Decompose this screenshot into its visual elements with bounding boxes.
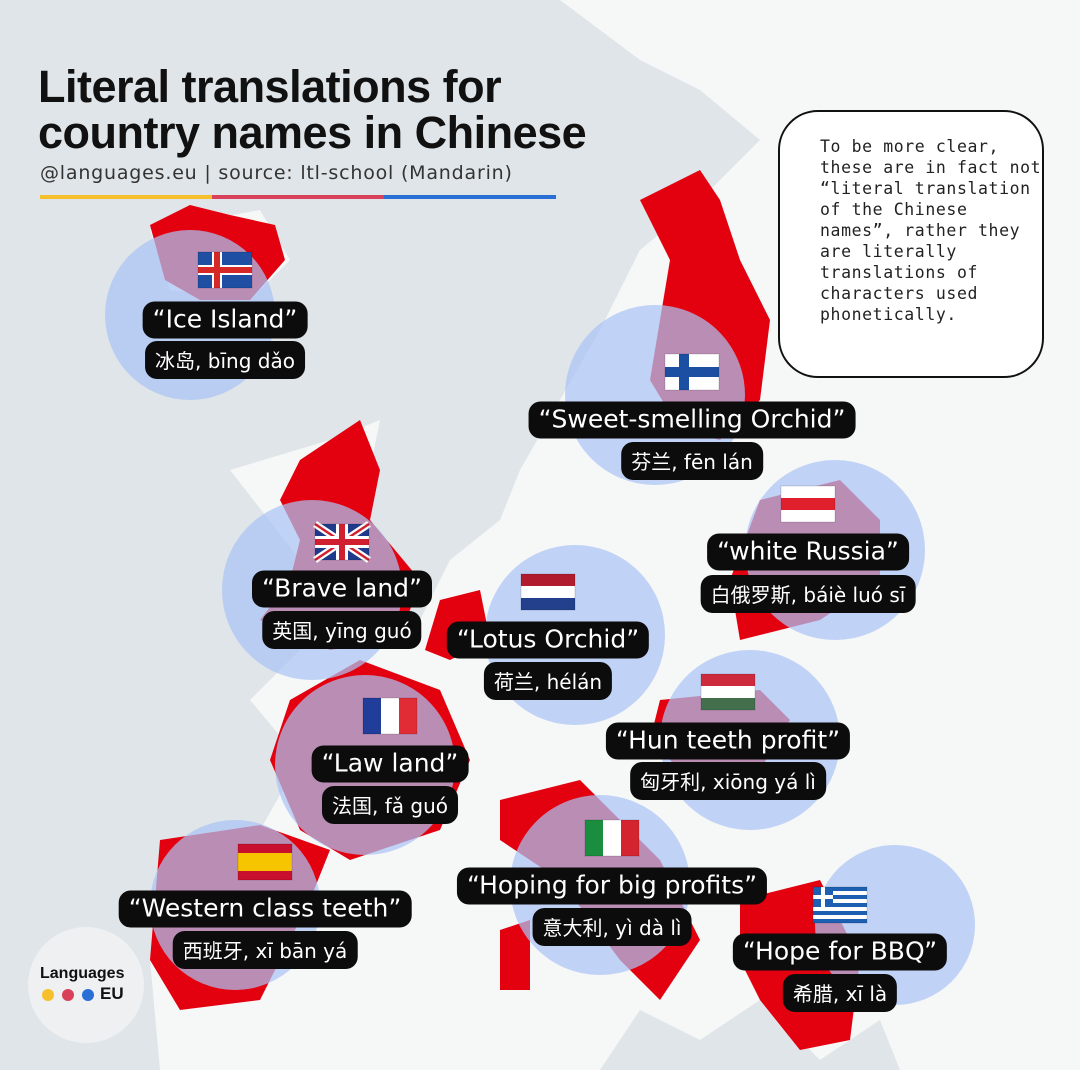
chinese-label: 英国, yīng guó	[262, 611, 422, 649]
english-label: “white Russia”	[707, 533, 909, 571]
chinese-label: 冰岛, bīng dǎo	[145, 341, 305, 379]
chinese-label: 荷兰, hélán	[483, 662, 613, 700]
flag-part	[603, 820, 621, 856]
flag-part	[781, 498, 835, 510]
flag-part	[813, 899, 867, 903]
flag-part	[238, 853, 292, 871]
flag	[313, 521, 371, 563]
flag-part	[813, 915, 867, 919]
flag-part	[701, 686, 755, 698]
logo-dot	[62, 989, 74, 1001]
flag-part	[621, 820, 639, 856]
english-label: “Brave land”	[252, 570, 432, 608]
flag-part	[781, 486, 835, 498]
english-label: “Ice Island”	[142, 301, 308, 339]
flag-part	[701, 674, 755, 686]
flag-part	[813, 895, 867, 899]
flag-frame	[362, 697, 418, 735]
english-label: “Western class teeth”	[118, 890, 412, 928]
flag-part	[198, 267, 252, 273]
flag-frame	[780, 485, 836, 523]
flag-part	[521, 598, 575, 610]
flag-part	[813, 919, 867, 923]
flag-frame	[237, 843, 293, 881]
flag	[237, 843, 293, 881]
chinese-label: 匈牙利, xiōng yá lì	[630, 762, 826, 800]
flag-frame	[812, 886, 868, 924]
flag-part	[813, 895, 833, 899]
chinese-label: 法国, fǎ guó	[322, 786, 458, 824]
flag	[362, 697, 418, 735]
subtitle: @languages.eu | source: ltl-school (Mand…	[40, 162, 513, 184]
english-label: “Hun teeth profit”	[605, 722, 851, 760]
english-label: “Law land”	[311, 745, 469, 783]
color-bars	[40, 195, 556, 199]
flag-part	[813, 891, 867, 895]
flag-part	[363, 698, 381, 734]
english-label: “Sweet-smelling Orchid”	[528, 401, 856, 439]
flag	[584, 819, 640, 857]
chinese-label: 白俄罗斯, báiè luó sī	[700, 575, 916, 613]
logo-suffix: EU	[100, 984, 124, 1003]
title: Literal translations for country names i…	[38, 61, 587, 158]
flag-part	[585, 820, 603, 856]
flag-frame	[700, 673, 756, 711]
chinese-label: 西班牙, xī bān yá	[172, 931, 358, 969]
flag	[520, 573, 576, 611]
flag-part	[665, 367, 719, 377]
flag	[664, 353, 720, 391]
chinese-label: 意大利, yì dà lì	[532, 908, 692, 946]
flag-part	[813, 903, 867, 907]
flag-part	[701, 698, 755, 710]
flag-part	[381, 698, 399, 734]
english-label: “Lotus Orchid”	[446, 621, 650, 659]
english-label: “Hope for BBQ”	[732, 933, 948, 971]
chinese-label: 芬兰, fēn lán	[621, 442, 763, 480]
flag-frame	[314, 523, 370, 561]
flag-part	[813, 911, 867, 915]
flag-frame	[584, 819, 640, 857]
flag-part	[813, 907, 867, 911]
flag-frame	[197, 251, 253, 289]
highlight-circle	[565, 305, 745, 485]
flags	[197, 251, 868, 924]
flag-part	[315, 539, 369, 545]
note: To be more clear, these are in fact not …	[778, 110, 1044, 378]
flag-frame	[520, 573, 576, 611]
flag-frame	[664, 353, 720, 391]
chinese-label: 希腊, xī là	[782, 974, 898, 1012]
logo: Languages EU	[28, 927, 144, 1043]
flag	[812, 886, 868, 924]
flag	[700, 673, 756, 711]
flag-part	[521, 586, 575, 598]
flag	[780, 485, 836, 523]
flag-part	[813, 887, 867, 891]
english-label: “Hoping for big profits”	[456, 867, 768, 905]
logo-dot	[42, 989, 54, 1001]
flag-part	[521, 574, 575, 586]
flag	[197, 251, 253, 289]
logo-dot	[82, 989, 94, 1001]
logo-name: Languages	[40, 965, 125, 982]
flag-part	[399, 698, 417, 734]
flag-part	[781, 510, 835, 522]
